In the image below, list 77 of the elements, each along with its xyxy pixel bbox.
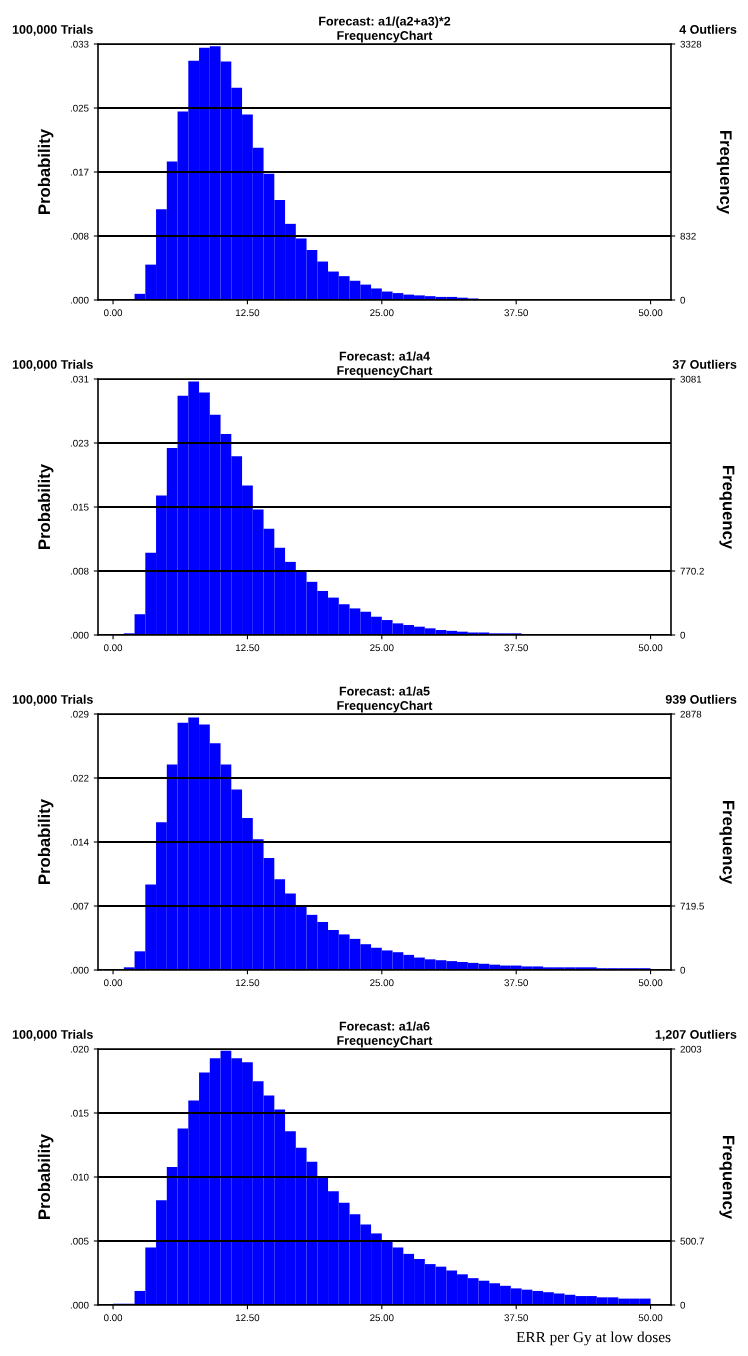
y-tick-label: .022 — [70, 774, 89, 782]
y-tick-label: .033 — [70, 40, 89, 48]
y-tick-label: .005 — [70, 1237, 89, 1245]
chart-subtitle: FrequencyChart — [337, 1035, 433, 1048]
x-tick-label: 50.00 — [638, 644, 663, 652]
y-tick-label: .023 — [70, 439, 89, 447]
y-tick-label: .017 — [70, 168, 89, 176]
y-tick-label: .015 — [70, 1109, 89, 1117]
y2-tick-label: 0 — [680, 296, 686, 304]
text: 4 Outliers — [679, 24, 737, 34]
x-tick-label: 50.00 — [638, 979, 663, 987]
x-tick-label: 37.50 — [504, 309, 528, 317]
text: 939 Outliers — [665, 694, 737, 704]
x-tick-label: 0.00 — [103, 644, 123, 652]
y-tick-label: .010 — [70, 1173, 89, 1181]
y-axis-title: Probability — [37, 799, 54, 884]
x-tick-label: 0.00 — [103, 979, 123, 987]
y2-tick-label: 2878 — [680, 710, 702, 718]
x-tick-label: 37.50 — [504, 644, 528, 652]
y-tick-label: .000 — [70, 296, 89, 304]
x-tick-label: 12.50 — [236, 979, 260, 987]
chart-title: Forecast: a1/(a2+a3)*2 — [319, 16, 451, 29]
x-tick-label: 25.00 — [370, 1314, 394, 1322]
x-tick-label: 0.00 — [103, 309, 123, 317]
text: 100,000 Trials — [12, 694, 93, 706]
x-tick-label: 37.50 — [504, 1314, 528, 1322]
y2-axis-title: Frequency — [716, 130, 732, 215]
y-tick-label: .000 — [70, 1301, 89, 1309]
y2-tick-label: 2003 — [680, 1045, 702, 1053]
y2-tick-label: 719.5 — [680, 902, 704, 910]
text: 37 Outliers — [672, 359, 737, 369]
y2-tick-label: 0 — [680, 631, 686, 639]
y-tick-label: .000 — [70, 966, 89, 974]
chart-title: Forecast: a1/a4 — [339, 351, 430, 361]
y-axis-title: Probability — [37, 1134, 54, 1219]
y-tick-label: .008 — [70, 567, 89, 575]
y-tick-label: .007 — [70, 902, 89, 910]
y-tick-label: .025 — [70, 104, 89, 112]
x-tick-label: 25.00 — [370, 979, 394, 987]
y-axis-title: Probability — [37, 129, 54, 214]
chart-title: Forecast: a1/a6 — [339, 1021, 430, 1031]
x-tick-label: 50.00 — [638, 1314, 663, 1322]
y-axis-title: Probability — [37, 464, 54, 549]
y2-axis-title: Frequency — [719, 800, 735, 885]
chart-subtitle: FrequencyChart — [337, 365, 433, 378]
y-tick-label: .029 — [70, 710, 89, 718]
y2-tick-label: 770.2 — [680, 567, 704, 575]
text: 100,000 Trials — [12, 1029, 93, 1041]
x-tick-label: 12.50 — [236, 1314, 260, 1322]
x-axis-title: ERR per Gy at low doses — [516, 1331, 671, 1346]
y-tick-label: .020 — [70, 1045, 89, 1053]
chart-subtitle: FrequencyChart — [337, 700, 433, 713]
x-tick-label: 25.00 — [370, 309, 394, 317]
text: 100,000 Trials — [12, 24, 93, 36]
y-tick-label: .031 — [70, 375, 89, 383]
y2-tick-label: 500.7 — [680, 1237, 704, 1245]
y-tick-label: .008 — [70, 232, 89, 240]
x-tick-label: 12.50 — [236, 309, 260, 317]
text: 1,207 Outliers — [655, 1029, 737, 1041]
x-tick-label: 25.00 — [370, 644, 394, 652]
x-tick-label: 37.50 — [504, 979, 528, 987]
y2-tick-label: 3328 — [680, 40, 702, 48]
text: 100,000 Trials — [12, 359, 93, 371]
x-tick-label: 50.00 — [638, 309, 663, 317]
y-tick-label: .015 — [70, 503, 89, 511]
y2-tick-label: 3081 — [680, 375, 702, 383]
y2-axis-title: Frequency — [719, 465, 735, 550]
x-tick-label: 0.00 — [103, 1314, 123, 1322]
y2-tick-label: 0 — [680, 1301, 686, 1309]
y2-tick-label: 832 — [680, 232, 696, 240]
x-tick-label: 12.50 — [236, 644, 260, 652]
y2-tick-label: 0 — [680, 966, 686, 974]
y2-axis-title: Frequency — [719, 1135, 735, 1220]
chart-title: Forecast: a1/a5 — [339, 686, 430, 696]
chart-subtitle: FrequencyChart — [337, 30, 433, 43]
y-tick-label: .000 — [70, 631, 89, 639]
y-tick-label: .014 — [70, 838, 89, 846]
